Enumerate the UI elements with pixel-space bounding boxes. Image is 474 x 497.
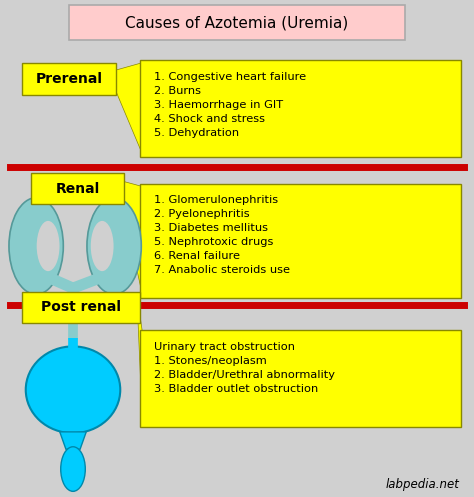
Text: 1. Glomerulonephritis
2. Pyelonephritis
3. Diabetes mellitus
5. Nephrotoxic drug: 1. Glomerulonephritis 2. Pyelonephritis … (155, 195, 290, 275)
Text: 1. Congestive heart failure
2. Burns
3. Haemorrhage in GIT
4. Shock and stress
5: 1. Congestive heart failure 2. Burns 3. … (155, 72, 306, 138)
FancyBboxPatch shape (22, 292, 140, 323)
Text: Post renal: Post renal (41, 301, 121, 315)
FancyBboxPatch shape (69, 4, 405, 40)
Ellipse shape (26, 346, 120, 433)
Text: Renal: Renal (55, 181, 100, 195)
FancyBboxPatch shape (140, 60, 462, 157)
FancyBboxPatch shape (140, 331, 462, 427)
Ellipse shape (9, 198, 64, 294)
Polygon shape (121, 181, 143, 296)
Text: Prerenal: Prerenal (36, 72, 103, 86)
FancyBboxPatch shape (31, 173, 124, 204)
FancyBboxPatch shape (22, 63, 117, 95)
Ellipse shape (91, 221, 114, 271)
Text: Urinary tract obstruction
1. Stones/neoplasm
2. Bladder/Urethral abnormality
3. : Urinary tract obstruction 1. Stones/neop… (155, 341, 335, 394)
Text: Causes of Azotemia (Uremia): Causes of Azotemia (Uremia) (126, 15, 348, 30)
Text: labpedia.net: labpedia.net (385, 478, 459, 492)
Polygon shape (114, 63, 143, 155)
Ellipse shape (61, 447, 85, 492)
Polygon shape (60, 432, 86, 449)
Ellipse shape (36, 221, 60, 271)
FancyBboxPatch shape (140, 184, 462, 298)
Polygon shape (138, 300, 143, 424)
Ellipse shape (87, 198, 141, 294)
